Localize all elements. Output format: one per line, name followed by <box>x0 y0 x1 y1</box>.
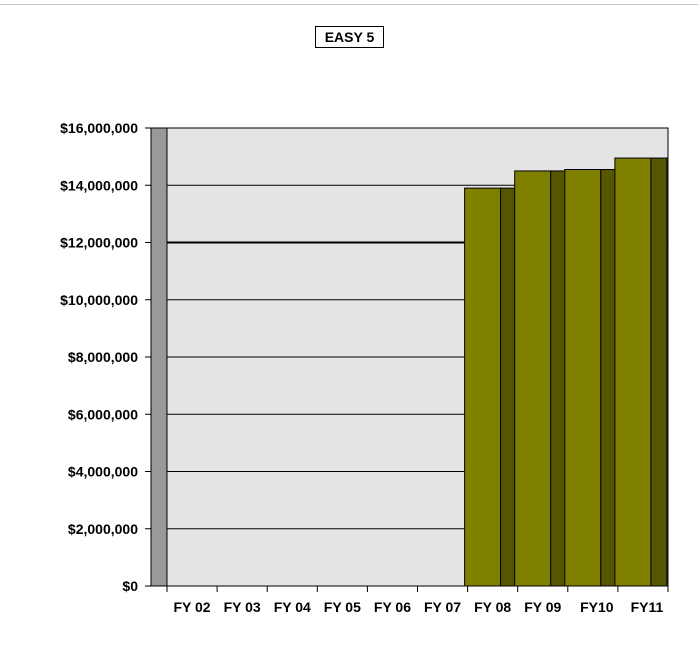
x-tick-label: FY 03 <box>224 599 261 615</box>
top-divider <box>0 4 698 5</box>
x-tick-label: FY 04 <box>274 599 311 615</box>
x-tick-label: FY10 <box>580 599 614 615</box>
bar <box>564 169 602 587</box>
bar-side <box>650 157 668 587</box>
y-tick-label: $6,000,000 <box>68 406 138 422</box>
y-tick-label: $8,000,000 <box>68 349 138 365</box>
x-tick-label: FY 05 <box>324 599 361 615</box>
x-tick-label: FY 02 <box>173 599 210 615</box>
x-tick-label: FY 06 <box>374 599 411 615</box>
x-tick-label: FY 09 <box>524 599 561 615</box>
x-tick-label: FY 08 <box>474 599 511 615</box>
y-tick-label: $16,000,000 <box>60 120 138 136</box>
bar <box>464 187 502 587</box>
y-tick-label: $14,000,000 <box>60 177 138 193</box>
chart-title: EASY 5 <box>315 26 384 48</box>
y-tick-label: $0 <box>122 578 138 594</box>
bar-side <box>500 187 518 587</box>
y-tick-label: $10,000,000 <box>60 292 138 308</box>
bar <box>614 157 652 587</box>
y-tick-label: $12,000,000 <box>60 235 138 251</box>
x-tick-label: FY11 <box>631 599 664 615</box>
y-tick-label: $2,000,000 <box>68 521 138 537</box>
bar-side <box>600 169 618 587</box>
y-tick-label: $4,000,000 <box>68 464 138 480</box>
bar <box>514 170 552 587</box>
side-wall <box>150 127 168 587</box>
x-tick-label: FY 07 <box>424 599 461 615</box>
